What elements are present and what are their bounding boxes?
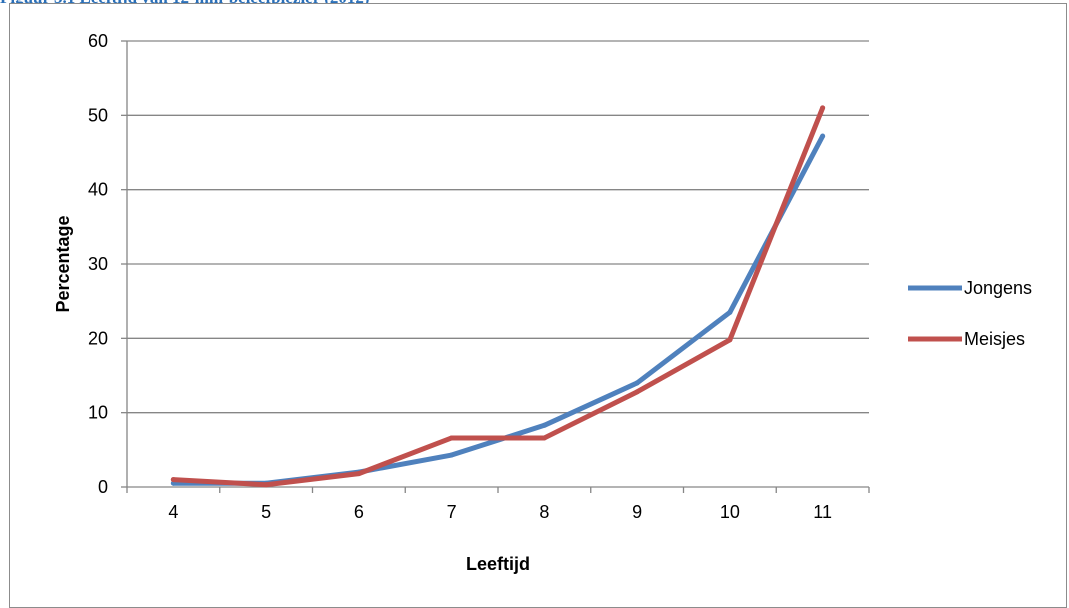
data-point-jongens-7 — [449, 452, 455, 458]
y-tick-label-10: 10 — [88, 403, 108, 423]
axes: 0 10 20 30 40 50 60 4 5 6 7 8 9 10 11 — [88, 31, 870, 522]
x-tick-label-6: 6 — [354, 502, 364, 522]
x-axis-title: Leeftijd — [466, 554, 530, 574]
data-point-jongens-11 — [820, 133, 826, 139]
data-point-meisjes-8 — [541, 435, 547, 441]
series-lines — [170, 105, 826, 488]
y-axis-title: Percentage — [53, 215, 73, 312]
data-point-meisjes-4 — [170, 477, 176, 483]
x-tick-label-5: 5 — [261, 502, 271, 522]
data-point-meisjes-11 — [820, 105, 826, 111]
data-point-jongens-8 — [541, 422, 547, 428]
x-tick-label-4: 4 — [168, 502, 178, 522]
x-tick-label-7: 7 — [447, 502, 457, 522]
y-tick-label-40: 40 — [88, 180, 108, 200]
gridlines — [127, 40, 869, 414]
legend-label-jongens: Jongens — [964, 278, 1032, 298]
y-tick-label-0: 0 — [98, 477, 108, 497]
data-point-meisjes-9 — [634, 389, 640, 395]
y-tick-label-50: 50 — [88, 105, 108, 125]
data-point-jongens-9 — [634, 380, 640, 386]
series-line-meisjes — [170, 105, 826, 488]
y-tick-label-30: 30 — [88, 254, 108, 274]
chart-frame — [9, 3, 1067, 608]
y-tick-label-60: 60 — [88, 31, 108, 51]
data-point-meisjes-10 — [727, 337, 733, 343]
x-tick-label-9: 9 — [632, 502, 642, 522]
series-line-jongens — [170, 133, 826, 486]
x-tick-label-8: 8 — [539, 502, 549, 522]
legend: Jongens Meisjes — [908, 278, 1032, 349]
legend-label-meisjes: Meisjes — [964, 329, 1025, 349]
x-tick-label-10: 10 — [720, 502, 740, 522]
x-tick-label-11: 11 — [813, 502, 832, 522]
data-point-meisjes-5 — [263, 482, 269, 488]
data-point-meisjes-7 — [449, 435, 455, 441]
data-point-jongens-10 — [727, 309, 733, 315]
data-point-meisjes-6 — [356, 471, 362, 477]
y-tick-label-20: 20 — [88, 328, 108, 348]
